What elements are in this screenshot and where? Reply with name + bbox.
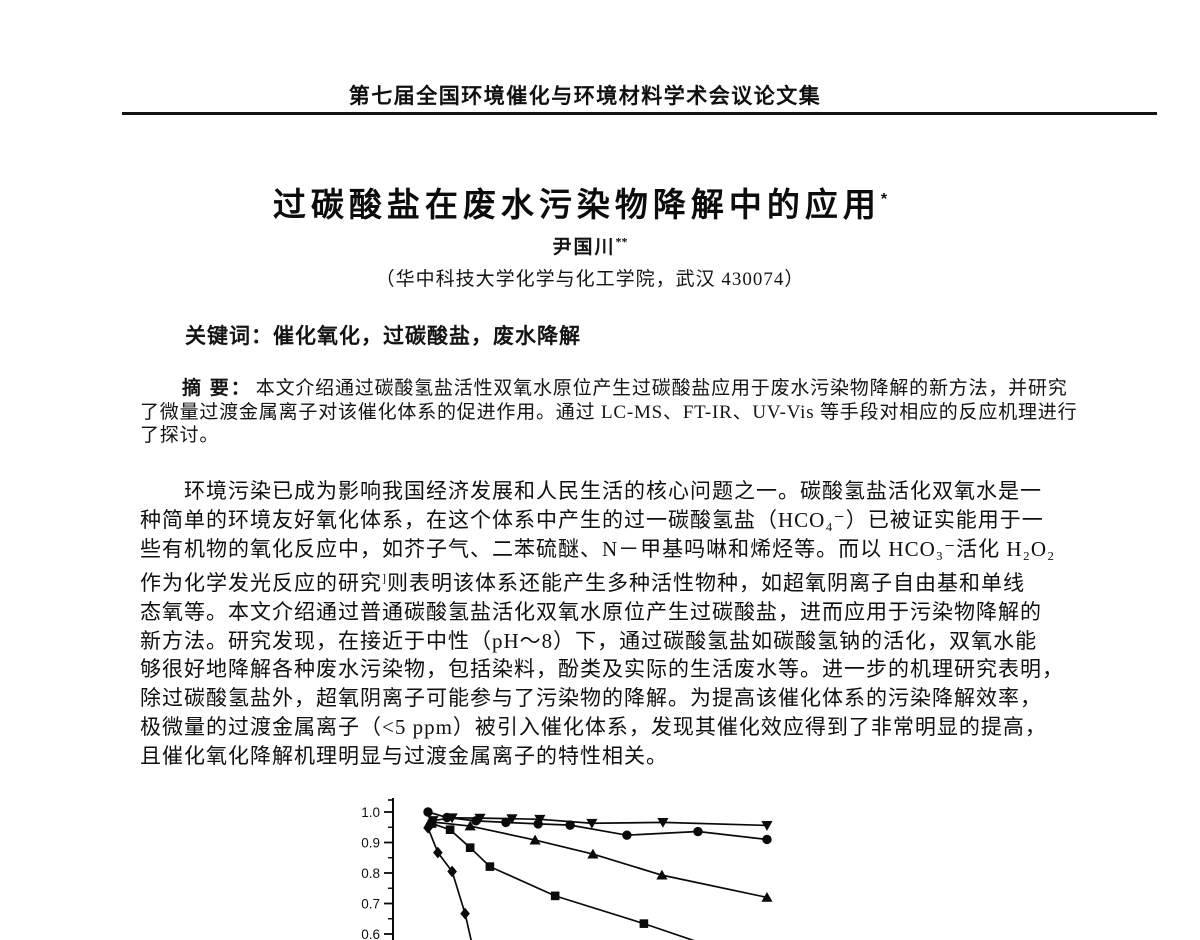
body-line-text: 则表明该体系还能产生多种活性物种，如超氧阴离子自由基和单线 <box>387 570 1025 595</box>
abstract-line: 了微量过渡金属离子对该催化体系的促进作用。通过 LC-MS、FT-IR、UV-V… <box>140 401 1078 423</box>
citation-bracket: ] <box>382 570 387 585</box>
degradation-figure: 1.0 0.9 0.8 0.7 0.6 <box>340 792 820 940</box>
body-paragraph: 环境污染已成为影响我国经济发展和人民生活的核心问题之一。碳酸氢盐活化双氧水是一 … <box>140 477 1130 771</box>
abstract-label: 摘 要： <box>182 378 252 399</box>
body-line-text: 作为化学发光反应的研究 <box>140 570 382 595</box>
body-line: 且催化氧化降解机理明显与过渡金属离子的特性相关。 <box>140 744 668 769</box>
abstract-line: 了探讨。 <box>140 425 220 446</box>
paper-title: 过碳酸盐在废水污染物降解中的应用* <box>0 178 1160 226</box>
body-line: 够很好地降解各种废水污染物，包括染料，酚类及实际的生活废水等。进一步的机理研究表… <box>140 657 1064 682</box>
author-name: 尹国川 <box>552 237 616 258</box>
body-line: 极微量的过渡金属离子（<5 ppm）被引入催化体系，发现其催化效应得到了非常明显… <box>140 715 1047 740</box>
header-rule <box>122 112 1157 115</box>
author-line: 尹国川** <box>0 232 1180 259</box>
degradation-chart: 1.0 0.9 0.8 0.7 0.6 <box>361 798 773 940</box>
svg-text:1.0: 1.0 <box>361 805 380 820</box>
svg-text:0.7: 0.7 <box>361 896 380 911</box>
svg-text:0.8: 0.8 <box>361 866 380 881</box>
body-line: 环境污染已成为影响我国经济发展和人民生活的核心问题之一。碳酸氢盐活化双氧水是一 <box>184 479 1042 503</box>
author-footnote-marker: ** <box>615 234 628 249</box>
body-line: 作为化学发光反应的研究]则表明该体系还能产生多种活性物种，如超氧阴离子自由基和单… <box>140 564 1130 598</box>
abstract-line: 摘 要： 本文介绍通过碳酸氢盐活性双氧水原位产生过碳酸盐应用于废水污染物降解的新方… <box>140 377 1130 401</box>
body-line: 除过碳酸氢盐外，超氧阴离子可能参与了污染物的降解。为提高该催化体系的污染降解效率… <box>140 686 1042 711</box>
affiliation-line: （华中科技大学化学与化工学院，武汉 430074） <box>375 269 805 290</box>
running-header: 第七届全国环境催化与环境材料学术会议论文集 <box>348 85 822 108</box>
body-line: 态氧等。本文介绍通过普通碳酸氢盐活化双氧水原位产生过碳酸盐，进而应用于污染物降解… <box>140 599 1042 624</box>
body-line: 些有机物的氧化反应中，如芥子气、二苯硫醚、N－甲基吗啉和烯烃等。而以 HCO₃⁻… <box>140 536 1056 561</box>
svg-text:0.9: 0.9 <box>361 835 380 850</box>
abstract-text: 本文介绍通过碳酸氢盐活性双氧水原位产生过碳酸盐应用于废水污染物降解的新方法，并研… <box>255 378 1068 399</box>
body-line: 种简单的环境友好氧化体系，在这个体系中产生的过一碳酸氢盐（HCO₄⁻）已被证实能… <box>140 507 1044 532</box>
keywords-line: 关键词：催化氧化，过碳酸盐，废水降解 <box>185 320 581 350</box>
paper-title-text: 过碳酸盐在废水污染物降解中的应用 <box>272 186 881 223</box>
body-line: 新方法。研究发现，在接近于中性（pH～8）下，通过碳酸氢盐如碳酸氢钠的活化，双氧… <box>140 628 1038 653</box>
keywords-text: 催化氧化，过碳酸盐，废水降解 <box>273 324 581 348</box>
title-footnote-marker: * <box>880 191 888 208</box>
svg-text:0.6: 0.6 <box>361 927 380 940</box>
keywords-label: 关键词： <box>185 324 273 348</box>
abstract-paragraph: 摘 要： 本文介绍通过碳酸氢盐活性双氧水原位产生过碳酸盐应用于废水污染物降解的新方… <box>140 377 1130 448</box>
